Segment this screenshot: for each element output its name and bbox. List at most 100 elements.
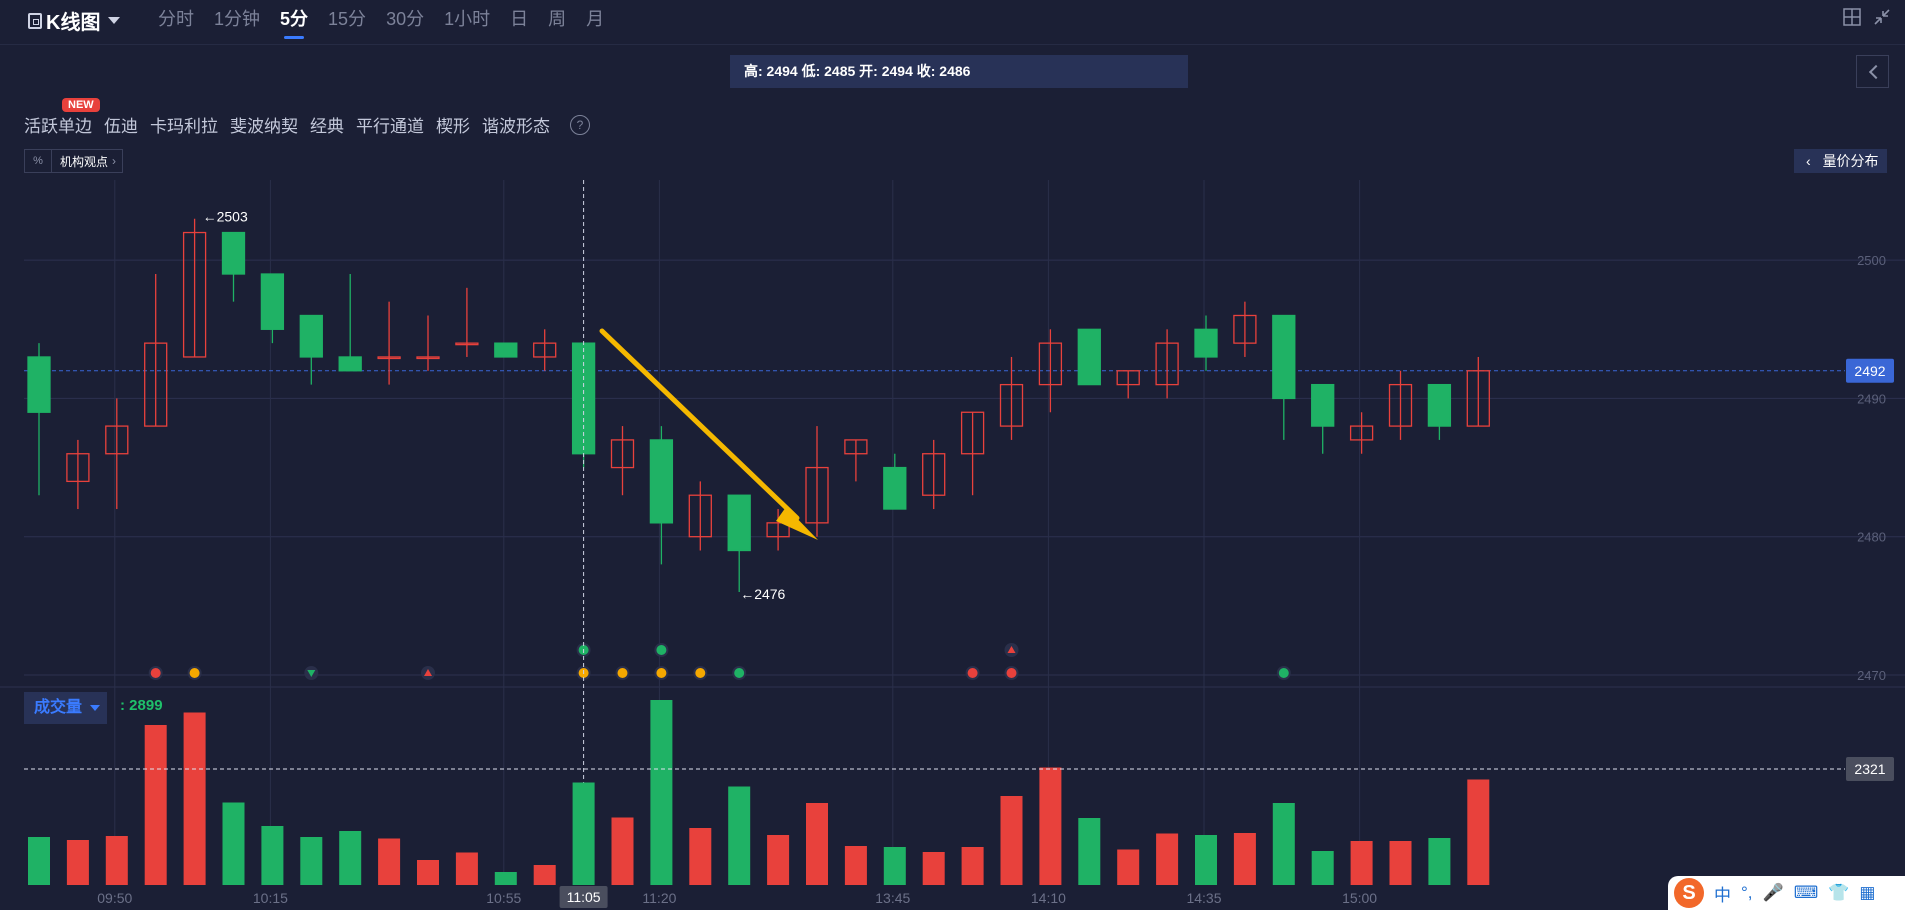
volume-bar (28, 837, 50, 885)
period-tab[interactable]: 30分 (386, 9, 425, 29)
volume-bar (1350, 841, 1373, 885)
price-tick-label: 2490 (1857, 391, 1886, 406)
ime-toolbar: S 中 °, 🎤 ⌨ 👕 ▦ (1668, 876, 1905, 910)
ime-item[interactable]: ⌨ (1793, 883, 1819, 902)
pattern-tab[interactable]: 经典 (310, 117, 344, 136)
price-tick-label: 2480 (1857, 530, 1886, 545)
volume-bar (961, 847, 984, 885)
ime-item[interactable]: 🎤 (1762, 883, 1784, 902)
event-marker-glyph (424, 669, 432, 676)
candle-body (455, 342, 479, 346)
volume-bar (806, 803, 828, 885)
volume-distribution-button[interactable]: ‹ 量价分布 (1794, 149, 1887, 173)
pattern-tab[interactable]: 楔形 (436, 117, 470, 136)
candle-body (221, 231, 246, 275)
period-tab[interactable]: 月 (586, 9, 605, 29)
time-tick-label: 10:15 (253, 890, 288, 906)
candle-body (1272, 314, 1296, 400)
volume-bar (222, 802, 245, 885)
pattern-tab[interactable]: 斐波纳契 (230, 117, 298, 136)
price-tick-label: 2500 (1857, 253, 1886, 268)
volume-bar (1389, 841, 1412, 885)
crosshair-time-label: 11:05 (567, 889, 601, 905)
volume-bar (1039, 767, 1062, 885)
volume-bar (339, 831, 362, 885)
volume-bar (1156, 833, 1179, 885)
volume-bar (455, 852, 478, 885)
side-panel-toggle-button[interactable] (1856, 55, 1889, 88)
candle-body (338, 356, 362, 372)
period-tab[interactable]: 日 (510, 9, 529, 29)
candle-body (27, 356, 51, 413)
period-tab[interactable]: 5分 (280, 5, 308, 39)
period-tab[interactable]: 1小时 (444, 9, 491, 29)
candle-body (182, 231, 207, 358)
volume-bar (1467, 779, 1490, 885)
ohlc-info: 高: 2494 低: 2485 开: 2494 收: 2486 (730, 55, 1188, 88)
candle-body (533, 342, 557, 358)
ime-item[interactable]: °, (1741, 883, 1753, 902)
time-tick-label: 09:50 (97, 890, 132, 906)
candle-body (960, 411, 985, 455)
candle-body (1349, 425, 1374, 441)
institution-view-button[interactable]: % 机构观点 › (24, 149, 124, 173)
help-icon[interactable]: ? (570, 114, 590, 135)
volume-bar (300, 837, 323, 885)
volume-bar (105, 836, 128, 885)
time-tick-label: 13:45 (875, 890, 910, 906)
candle-body (649, 439, 674, 524)
period-tab[interactable]: 分时 (158, 9, 194, 29)
ime-item[interactable]: ▦ (1859, 883, 1876, 902)
candle-body (260, 273, 285, 330)
time-tick-label: 11:20 (642, 890, 676, 906)
pattern-tab[interactable]: 卡玛利拉 (150, 117, 218, 136)
current-price-tag (1846, 358, 1894, 383)
pattern-tab[interactable]: 活跃单边 (24, 117, 92, 136)
period-tab[interactable]: 15分 (328, 9, 367, 29)
candle-body (1466, 370, 1490, 427)
layout-grid-icon[interactable] (1843, 8, 1861, 26)
candle-body (1388, 383, 1413, 427)
pattern-tab[interactable]: 平行通道 (356, 117, 424, 136)
time-tick-label: 15:00 (1342, 890, 1377, 906)
volume-bar (1428, 838, 1451, 885)
candle-body (1311, 383, 1335, 427)
event-marker-glyph (695, 668, 706, 678)
candle-body (494, 342, 518, 358)
volume-bar (533, 865, 556, 885)
volume-bar (1117, 849, 1140, 885)
candle-body (688, 494, 712, 538)
candle-body (610, 439, 635, 469)
volume-bar (611, 817, 634, 885)
ime-logo[interactable]: S (1674, 878, 1704, 908)
pattern-tab[interactable]: 谐波形态 (482, 117, 550, 136)
volume-distribution-label: 量价分布 (1822, 153, 1879, 169)
candle-body (299, 314, 323, 358)
chevron-down-icon (108, 17, 121, 24)
volume-bar (261, 826, 284, 885)
volume-bar (1000, 796, 1023, 885)
ime-item[interactable]: 👕 (1828, 883, 1850, 902)
candle-body (805, 466, 829, 524)
volume-reference-tag (1846, 756, 1894, 781)
pattern-tab[interactable]: 伍迪 (104, 117, 138, 136)
candle-body (1233, 314, 1257, 344)
volume-bar (494, 872, 517, 885)
candle-body (883, 466, 907, 510)
volume-bar (728, 786, 751, 885)
event-marker-glyph (1007, 646, 1016, 653)
volume-value: : 2899 (120, 697, 163, 714)
ime-item[interactable]: 中 (1714, 885, 1731, 905)
period-tab[interactable]: 1分钟 (214, 9, 261, 29)
period-tabs: 分时 1分钟 5分 15分 30分 1小时日周月 (158, 5, 624, 39)
period-tab[interactable]: 周 (548, 9, 567, 29)
volume-bar (1078, 818, 1101, 885)
event-marker-glyph (656, 668, 667, 678)
volume-indicator-selector[interactable]: 成交量 (24, 692, 107, 724)
event-marker-glyph (656, 645, 667, 655)
trend-arrow-shaft (599, 328, 800, 521)
chart-type-selector[interactable]: K线图 (28, 6, 121, 35)
collapse-icon[interactable] (1873, 8, 1891, 26)
event-marker-glyph (150, 668, 161, 678)
